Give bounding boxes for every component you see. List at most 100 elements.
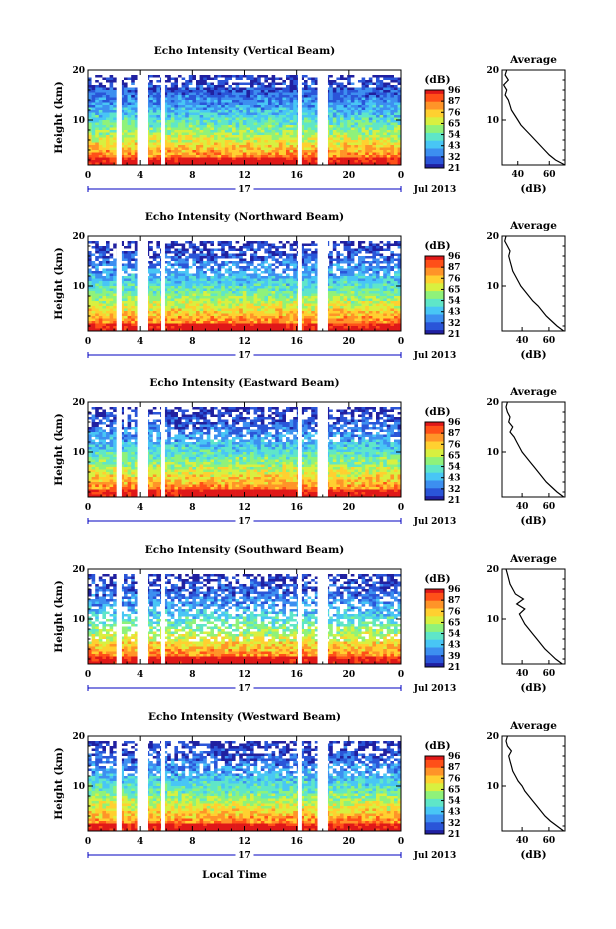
- heatmap-cell: [188, 140, 193, 143]
- heatmap-cell: [199, 236, 204, 239]
- heatmap-cell: [131, 120, 136, 123]
- heatmap-cell: [358, 246, 362, 249]
- heatmap-cell: [106, 162, 110, 166]
- heatmap-cell: [124, 70, 128, 73]
- heatmap-cell: [286, 85, 290, 88]
- heatmap-cell: [379, 105, 384, 108]
- heatmap-cell: [246, 155, 251, 158]
- heatmap-cell: [214, 125, 218, 128]
- heatmap-cell: [178, 122, 182, 126]
- heatmap-cell: [214, 246, 218, 249]
- heatmap-cell: [167, 135, 172, 138]
- heatmap-cell: [88, 75, 92, 78]
- heatmap-cell: [329, 155, 334, 158]
- heatmap-cell: [188, 271, 193, 274]
- heatmap-cell: [304, 251, 308, 254]
- heatmap-cell: [271, 248, 276, 252]
- heatmap-cell: [304, 155, 308, 158]
- heatmap-cell: [181, 241, 186, 244]
- heatmap-cell: [329, 253, 334, 257]
- heatmap-cell: [224, 127, 229, 131]
- heatmap-cell: [178, 251, 182, 254]
- heatmap-cell: [282, 72, 287, 76]
- heatmap-cell: [368, 100, 373, 103]
- heatmap-cell: [332, 261, 337, 264]
- heatmap-cell: [214, 72, 218, 76]
- heatmap-cell: [109, 115, 114, 118]
- heatmap-cell: [264, 140, 269, 143]
- heatmap-cell: [88, 127, 92, 131]
- heatmap-cell: [152, 130, 157, 133]
- heatmap-cell: [257, 110, 262, 113]
- heatmap-cell: [214, 102, 218, 106]
- heatmap-cell: [365, 140, 370, 143]
- heatmap-cell: [347, 246, 352, 249]
- heatmap-cell: [178, 132, 182, 136]
- heatmap-cell: [106, 271, 110, 274]
- heatmap-cell: [264, 256, 269, 259]
- heatmap-cell: [300, 132, 305, 136]
- heatmap-cell: [329, 102, 334, 106]
- heatmap-cell: [275, 157, 280, 161]
- heatmap-cell: [235, 77, 240, 81]
- heatmap-cell: [131, 105, 136, 108]
- heatmap-cell: [163, 132, 168, 136]
- heatmap-cell: [120, 115, 125, 118]
- heatmap-cell: [185, 112, 190, 116]
- heatmap-cell: [311, 142, 316, 146]
- heatmap-cell: [268, 140, 272, 143]
- heatmap-cell: [304, 150, 308, 153]
- heatmap-cell: [185, 278, 190, 282]
- heatmap-cell: [131, 248, 136, 252]
- heatmap-cell: [242, 271, 247, 274]
- heatmap-cell: [332, 145, 337, 148]
- heatmap-cell: [347, 142, 352, 146]
- heatmap-cell: [88, 95, 92, 98]
- heatmap-cell: [131, 256, 136, 259]
- heatmap-cell: [268, 162, 272, 166]
- heatmap-cell: [217, 278, 222, 282]
- heatmap-cell: [224, 266, 229, 269]
- heatmap-cell: [235, 238, 240, 242]
- heatmap-cell: [379, 248, 384, 252]
- heatmap-cell: [329, 87, 334, 91]
- heatmap-cell: [203, 238, 208, 242]
- heatmap-cell: [282, 135, 287, 138]
- heatmap-cell: [332, 115, 337, 118]
- heatmap-cell: [156, 117, 161, 121]
- heatmap-cell: [289, 258, 294, 262]
- heatmap-cell: [188, 263, 193, 267]
- heatmap-cell: [134, 87, 139, 91]
- heatmap-cell: [329, 75, 334, 78]
- heatmap-cell: [379, 251, 384, 254]
- heatmap-cell: [192, 256, 197, 259]
- heatmap-cell: [113, 72, 118, 76]
- heatmap-cell: [239, 147, 244, 151]
- heatmap-cell: [383, 152, 388, 156]
- heatmap-cell: [149, 110, 154, 113]
- heatmap-cell: [232, 90, 236, 93]
- heatmap-cell: [307, 105, 312, 108]
- heatmap-cell: [217, 276, 222, 279]
- heatmap-cell: [217, 142, 222, 146]
- heatmap-cell: [221, 263, 226, 267]
- heatmap-cell: [268, 266, 272, 269]
- heatmap-cell: [275, 117, 280, 121]
- heatmap-cell: [242, 80, 247, 83]
- heatmap-cell: [304, 117, 308, 121]
- heatmap-cell: [131, 243, 136, 247]
- heatmap-cell: [282, 87, 287, 91]
- heatmap-cell: [300, 140, 305, 143]
- heatmap-cell: [271, 268, 276, 272]
- heatmap-cell: [188, 110, 193, 113]
- heatmap-cell: [250, 271, 254, 274]
- heatmap-cell: [343, 70, 348, 73]
- heatmap-cell: [88, 110, 92, 113]
- heatmap-cell: [131, 140, 136, 143]
- heatmap-cell: [286, 97, 290, 101]
- heatmap-cell: [149, 100, 154, 103]
- heatmap-cell: [354, 115, 359, 118]
- heatmap-cell: [170, 251, 175, 254]
- heatmap-cell: [314, 85, 319, 88]
- heatmap-cell: [102, 251, 107, 254]
